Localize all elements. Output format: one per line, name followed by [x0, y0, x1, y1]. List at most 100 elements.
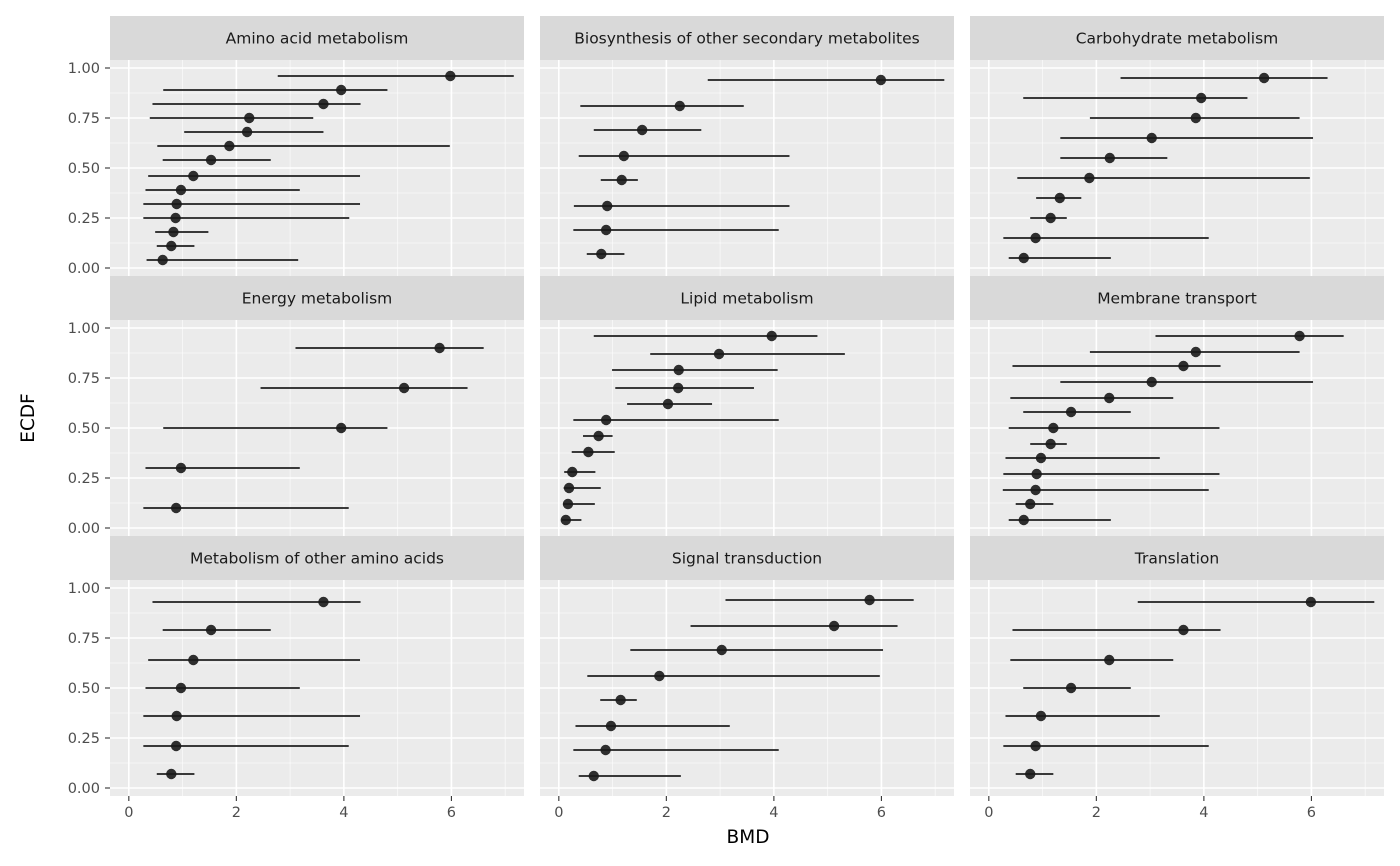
facet-strip: [110, 536, 524, 580]
y-tick-label: 1.00: [68, 581, 100, 597]
data-point: [1294, 330, 1305, 342]
data-point: [672, 382, 684, 394]
data-point: [318, 98, 329, 110]
data-point: [1018, 514, 1029, 526]
facet-title: Carbohydrate metabolism: [1076, 30, 1279, 48]
x-tick-label: 2: [1092, 805, 1101, 821]
data-point: [1190, 112, 1202, 124]
data-point: [205, 624, 217, 636]
y-axis-title: ECDF: [18, 393, 39, 443]
data-point: [596, 248, 607, 260]
data-point: [1065, 406, 1077, 418]
y-tick-label: 0.00: [68, 521, 100, 537]
data-point: [1104, 654, 1115, 666]
data-point: [875, 74, 887, 86]
x-tick-label: 4: [1199, 805, 1208, 821]
facet-panels: Amino acid metabolism Biosynthesis of oth…: [110, 16, 1384, 796]
data-point: [445, 70, 456, 82]
facet-marks: [573, 74, 945, 260]
data-point: [170, 502, 182, 514]
data-point: [567, 466, 578, 478]
x-tick-label: 2: [662, 805, 671, 821]
x-tick-label: 6: [1307, 805, 1316, 821]
facet-lipid-metabolism: Lipid metabolism: [540, 276, 954, 536]
facet-title: Metabolism of other amino acids: [190, 550, 444, 568]
data-point: [673, 364, 684, 376]
facet-strip: [110, 276, 524, 320]
data-point: [1305, 596, 1317, 608]
facet-carbohydrate-metabolism: Carbohydrate metabolism: [970, 16, 1384, 276]
data-point: [1258, 72, 1270, 84]
data-point: [1025, 498, 1036, 510]
data-point: [1195, 92, 1207, 104]
data-point: [175, 462, 187, 474]
y-tick-label: 0.25: [68, 731, 100, 747]
facet-signal-transduction: Signal transduction: [540, 536, 954, 796]
facet-title: Energy metabolism: [242, 290, 393, 308]
facet-marks: [1002, 330, 1344, 526]
data-point: [766, 330, 777, 342]
data-point: [434, 342, 445, 354]
data-point: [1084, 172, 1095, 184]
y-tick-label: 0.75: [68, 111, 100, 127]
facet-translation: Translation: [970, 536, 1384, 796]
data-point: [600, 224, 612, 236]
facet-marks: [143, 342, 484, 514]
data-point: [1018, 252, 1029, 264]
data-point: [171, 710, 182, 722]
data-point: [168, 226, 179, 238]
y-tick-label: 1.00: [68, 61, 100, 77]
data-point: [1030, 232, 1041, 244]
y-tick-label: 0.25: [68, 471, 100, 487]
data-point: [398, 382, 410, 394]
facet-amino-acid-metabolism: Amino acid metabolism: [110, 16, 524, 276]
facet-marks: [1003, 596, 1375, 780]
data-point: [170, 212, 181, 224]
data-point: [616, 174, 627, 186]
data-point: [636, 124, 648, 136]
facet-title: Translation: [1134, 550, 1219, 568]
facet-title: Biosynthesis of other secondary metaboli…: [574, 30, 920, 48]
data-point: [241, 126, 253, 138]
data-point: [562, 498, 574, 510]
x-tick-label: 0: [124, 805, 133, 821]
data-point: [654, 670, 665, 682]
facet-metabolism-of-other-amino-acids: Metabolism of other amino acids: [110, 536, 524, 796]
facet-strip: [970, 276, 1384, 320]
data-point: [224, 140, 235, 152]
data-point: [335, 422, 347, 434]
facet-strip: [540, 16, 954, 60]
data-point: [864, 594, 875, 606]
data-point: [600, 414, 612, 426]
facet-strip: [110, 16, 524, 60]
data-point: [171, 198, 182, 210]
data-point: [175, 682, 187, 694]
data-point: [157, 254, 168, 266]
facet-membrane-transport: Membrane transport: [970, 276, 1384, 536]
y-tick-label: 0.50: [68, 161, 100, 177]
data-point: [600, 744, 611, 756]
x-tick-label: 6: [447, 805, 456, 821]
data-point: [335, 84, 347, 96]
facet-title: Signal transduction: [672, 550, 822, 568]
data-point: [713, 348, 725, 360]
data-point: [1190, 346, 1202, 358]
data-point: [618, 150, 630, 162]
data-point: [1031, 468, 1042, 480]
x-tick-label: 2: [232, 805, 241, 821]
x-tick-label: 0: [554, 805, 563, 821]
data-point: [188, 654, 199, 666]
y-tick-label: 0.50: [68, 681, 100, 697]
y-tick-label: 1.00: [68, 321, 100, 337]
data-point: [1178, 360, 1189, 372]
data-point: [716, 644, 727, 656]
x-tick-label: 6: [877, 805, 886, 821]
data-point: [318, 596, 329, 608]
x-axis-title: BMD: [727, 827, 770, 848]
data-point: [662, 398, 674, 410]
facet-energy-metabolism: Energy metabolism: [110, 276, 524, 536]
facet-strip: [540, 276, 954, 320]
data-point: [1146, 132, 1157, 144]
data-point: [170, 740, 182, 752]
